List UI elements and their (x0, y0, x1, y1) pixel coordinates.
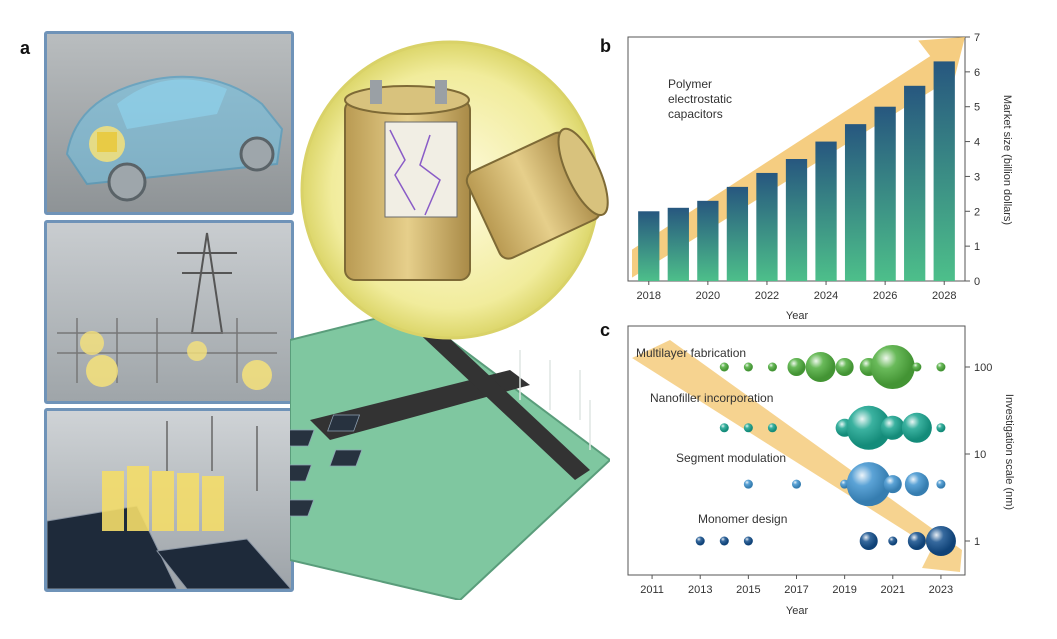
bubble-highlight (743, 479, 753, 489)
solar-panel-illustration (47, 416, 291, 589)
x-tick-label: 2019 (832, 584, 856, 596)
y-tick-label: 0 (974, 276, 980, 288)
electric-car-image (44, 31, 294, 215)
x-tick-label: 2028 (932, 290, 956, 302)
y-tick-label: 4 (974, 137, 980, 149)
bar-2022 (756, 172, 778, 281)
bar-2026 (874, 106, 896, 281)
x-tick-label: 2021 (881, 584, 905, 596)
y-axis-label: Market size (billion dollars) (1001, 95, 1013, 225)
y-tick-label: 6 (974, 67, 980, 79)
bubble-highlight (912, 362, 922, 372)
x-tick-label: 2015 (736, 584, 760, 596)
bubble-highlight (907, 532, 926, 550)
x-tick-label: 2024 (814, 290, 838, 302)
bubble-group (695, 345, 956, 556)
bubble-highlight (719, 362, 729, 372)
bubble-highlight (936, 423, 946, 433)
bar-2021 (726, 186, 749, 281)
chart-annotation-line-1: Polymer (668, 77, 712, 91)
bubble-highlight (846, 405, 891, 450)
x-axis-ticks: 2011 2013 2015 2017 2019 2021 2023 (640, 575, 953, 596)
chart-annotation-line-3: capacitors (668, 107, 723, 121)
solar-farm-image (44, 408, 294, 592)
y-tick-label: 100 (974, 362, 992, 374)
bubble-highlight (835, 358, 854, 376)
power-grid-image (44, 220, 294, 404)
panel-label-b: b (600, 36, 611, 56)
bubble-highlight (792, 479, 801, 489)
series-labels: Multilayer fabrication Nanofiller incorpo… (636, 346, 787, 526)
investigation-scale-chart: Multilayer fabrication Nanofiller incorpo… (627, 325, 1015, 617)
x-tick-label: 2020 (696, 290, 720, 302)
bar-2020 (697, 200, 719, 281)
bar-2024 (815, 141, 837, 281)
x-axis-label: Year (786, 605, 809, 617)
bubble-highlight (888, 536, 898, 546)
panel-label-c: c (600, 320, 611, 340)
x-tick-label: 2017 (784, 584, 808, 596)
y-tick-label: 1 (974, 536, 980, 548)
bubble-highlight (901, 412, 932, 443)
bubble-highlight (870, 345, 915, 389)
x-tick-label: 2026 (873, 290, 897, 302)
bar-2028 (933, 61, 955, 282)
bubble-highlight (883, 475, 902, 494)
bar-2018 (638, 211, 660, 281)
x-axis-label: Year (786, 310, 809, 322)
bubble-highlight (743, 423, 753, 433)
bubble-highlight (859, 532, 878, 550)
y-axis-ticks: 0 1 2 3 4 5 6 7 (965, 32, 980, 288)
bubble-highlight (719, 423, 729, 433)
x-tick-label: 2013 (688, 584, 712, 596)
road (310, 370, 530, 440)
y-tick-label: 3 (974, 171, 980, 183)
series-label: Monomer design (698, 512, 787, 526)
y-tick-label: 2 (974, 206, 980, 218)
bubble-highlight (767, 423, 777, 433)
x-tick-label: 2022 (755, 290, 779, 302)
bar-group (638, 61, 955, 282)
bubble-highlight (925, 526, 956, 556)
panel-label-a: a (20, 38, 31, 58)
bubble-highlight (880, 415, 905, 440)
x-axis-ticks: 2018 2020 2022 2024 2026 2028 (637, 281, 956, 302)
bubble-highlight (695, 536, 705, 546)
x-tick-label: 2011 (640, 584, 664, 596)
y-tick-label: 5 (974, 102, 980, 114)
market-size-chart: 0 1 2 3 4 5 6 7 2018 2020 2022 2024 2026 2028 Polyme… (627, 32, 1013, 322)
bar-2023 (785, 159, 808, 281)
capacitor-grid-illustration (290, 40, 610, 600)
y-axis-label: Investigation scale (nm) (1003, 394, 1015, 510)
y-tick-label: 7 (974, 32, 980, 44)
y-tick-label: 1 (974, 241, 980, 253)
bubble-highlight (743, 362, 753, 372)
x-tick-label: 2023 (929, 584, 953, 596)
bubble-highlight (846, 462, 891, 507)
transmission-tower-illustration (57, 232, 277, 390)
series-label: Nanofiller incorporation (650, 391, 773, 405)
y-axis-ticks: 1 10 100 (965, 362, 992, 548)
solar-array (290, 414, 363, 517)
bubble-highlight (904, 472, 929, 497)
series-label: Segment modulation (676, 451, 786, 465)
bubble-highlight (805, 352, 836, 382)
x-tick-label: 2018 (637, 290, 661, 302)
car-illustration (65, 75, 284, 202)
trend-arrow (632, 340, 962, 572)
bar-2025 (844, 124, 867, 282)
bubble-highlight (936, 479, 946, 489)
bubble-highlight (936, 362, 946, 372)
bubble-highlight (743, 536, 753, 546)
bubble-highlight (787, 358, 806, 376)
wind-turbines (519, 350, 591, 450)
bubble-highlight (767, 362, 777, 372)
chart-annotation-line-2: electrostatic (668, 92, 732, 106)
bar-2027 (904, 85, 926, 281)
series-label: Multilayer fabrication (636, 346, 746, 360)
bubble-highlight (719, 536, 729, 546)
bar-2019 (667, 207, 689, 281)
y-tick-label: 10 (974, 449, 986, 461)
